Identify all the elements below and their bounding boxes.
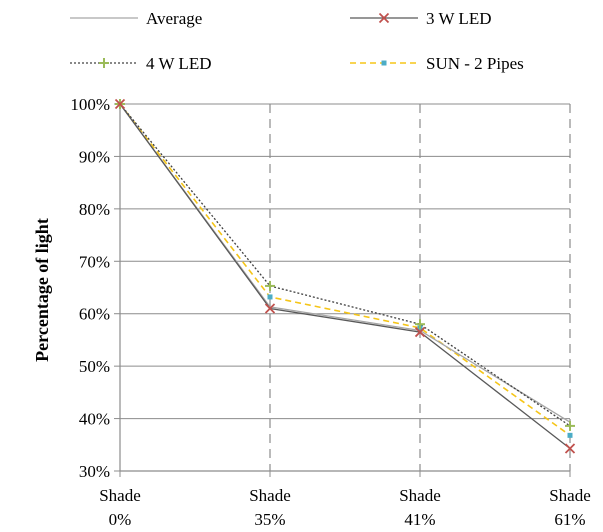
legend-label: Average bbox=[146, 9, 202, 28]
x-tick-label: Shade 0% bbox=[99, 486, 141, 529]
y-axis-ticks: 30% 40% 50% 60% 70% 80% 90% 100% bbox=[70, 95, 110, 481]
data-point bbox=[267, 294, 273, 300]
legend-item: Average bbox=[70, 9, 202, 28]
series-line-average bbox=[119, 103, 571, 423]
series-markers bbox=[114, 98, 576, 454]
legend-marker bbox=[378, 12, 390, 24]
data-point bbox=[414, 326, 426, 338]
legend: Average 3 W LED 4 W LED SUN - 2 Pipes bbox=[70, 9, 524, 73]
y-tick-label: 40% bbox=[79, 410, 110, 429]
x-tick-label: Shade 61% bbox=[549, 486, 591, 529]
legend-item: 4 W LED bbox=[70, 54, 211, 73]
data-point bbox=[264, 303, 276, 314]
x-tick-label: Shade 41% bbox=[399, 486, 441, 529]
data-point bbox=[564, 443, 576, 454]
data-point bbox=[567, 432, 573, 438]
legend-label: 4 W LED bbox=[146, 54, 211, 73]
legend-label: 3 W LED bbox=[426, 9, 491, 28]
x-axis-ticks: Shade 0% Shade 35% Shade 41% Shade 61% bbox=[99, 486, 591, 529]
series-lines bbox=[119, 103, 571, 449]
legend-marker bbox=[381, 60, 387, 66]
legend-item: 3 W LED bbox=[350, 9, 491, 28]
legend-label: SUN - 2 Pipes bbox=[426, 54, 524, 73]
legend-item: SUN - 2 Pipes bbox=[350, 54, 524, 73]
y-tick-label: 80% bbox=[79, 200, 110, 219]
data-point bbox=[415, 319, 425, 330]
grid-lines bbox=[114, 103, 571, 477]
legend-marker bbox=[99, 58, 109, 68]
x-tick-label: Shade 35% bbox=[249, 486, 291, 529]
data-point bbox=[565, 420, 575, 431]
y-tick-label: 30% bbox=[79, 462, 110, 481]
y-tick-label: 50% bbox=[79, 357, 110, 376]
y-axis-title: Percentage of light bbox=[32, 218, 52, 362]
y-tick-label: 60% bbox=[79, 305, 110, 324]
series-line-4-w-led bbox=[119, 103, 571, 427]
y-tick-label: 100% bbox=[70, 95, 110, 114]
y-tick-label: 70% bbox=[79, 252, 110, 271]
data-point bbox=[265, 280, 275, 291]
series-line-sun-2-pipes bbox=[119, 103, 571, 436]
data-point bbox=[114, 98, 126, 110]
y-tick-label: 90% bbox=[79, 147, 110, 166]
series-line-3-w-led bbox=[119, 103, 571, 449]
